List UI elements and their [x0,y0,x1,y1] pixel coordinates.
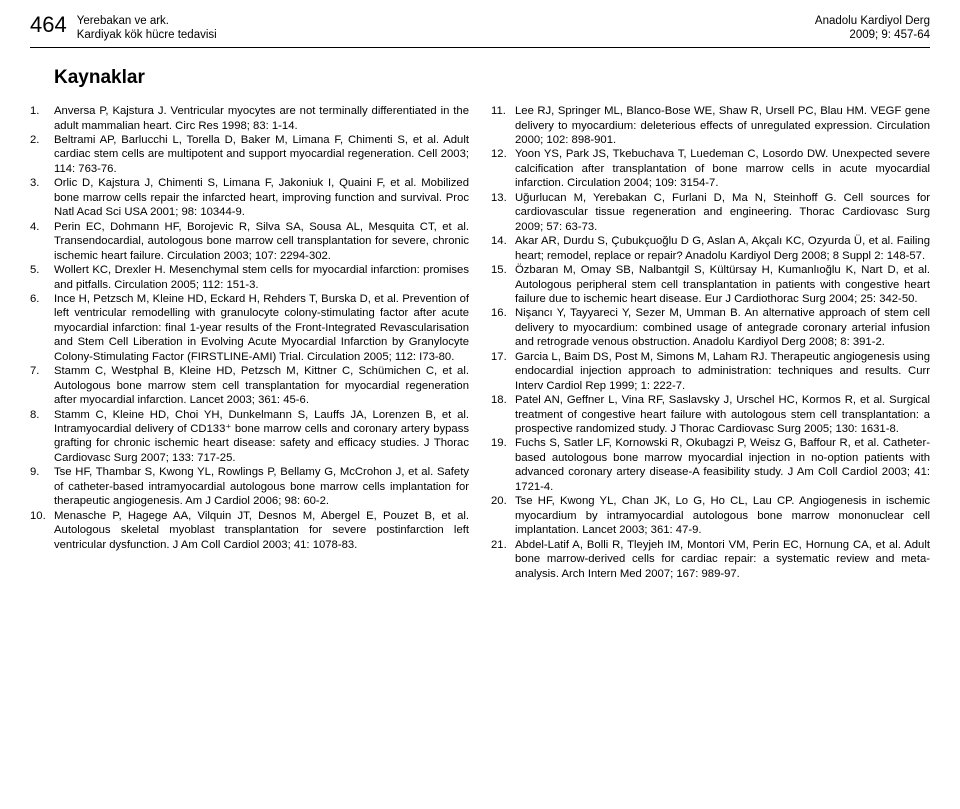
reference-number: 6. [30,292,54,364]
reference-text: Stamm C, Westphal B, Kleine HD, Petzsch … [54,364,469,407]
header-left-text: Yerebakan ve ark. Kardiyak kök hücre ted… [77,14,217,43]
reference-text: Perin EC, Dohmann HF, Borojevic R, Silva… [54,220,469,263]
reference-text: Beltrami AP, Barlucchi L, Torella D, Bak… [54,133,469,176]
reference-number: 11. [491,104,515,147]
reference-number: 1. [30,104,54,133]
reference-item: 8.Stamm C, Kleine HD, Choi YH, Dunkelman… [30,408,469,466]
reference-text: Tse HF, Thambar S, Kwong YL, Rowlings P,… [54,465,469,508]
reference-text: Ince H, Petzsch M, Kleine HD, Eckard H, … [54,292,469,364]
references-columns: 1.Anversa P, Kajstura J. Ventricular myo… [30,104,930,581]
reference-text: Anversa P, Kajstura J. Ventricular myocy… [54,104,469,133]
reference-item: 7.Stamm C, Westphal B, Kleine HD, Petzsc… [30,364,469,407]
reference-text: Uğurlucan M, Yerebakan C, Furlani D, Ma … [515,191,930,234]
reference-item: 2.Beltrami AP, Barlucchi L, Torella D, B… [30,133,469,176]
reference-text: Garcia L, Baim DS, Post M, Simons M, Lah… [515,350,930,393]
reference-item: 4.Perin EC, Dohmann HF, Borojevic R, Sil… [30,220,469,263]
reference-item: 1.Anversa P, Kajstura J. Ventricular myo… [30,104,469,133]
reference-text: Akar AR, Durdu S, Çubukçuoğlu D G, Aslan… [515,234,930,263]
reference-number: 4. [30,220,54,263]
reference-item: 17.Garcia L, Baim DS, Post M, Simons M, … [491,350,930,393]
journal-line: Anadolu Kardiyol Derg [815,14,930,28]
right-column: 11.Lee RJ, Springer ML, Blanco-Bose WE, … [491,104,930,581]
reference-item: 19.Fuchs S, Satler LF, Kornowski R, Okub… [491,436,930,494]
reference-text: Menasche P, Hagege AA, Vilquin JT, Desno… [54,509,469,552]
reference-item: 3.Orlic D, Kajstura J, Chimenti S, Liman… [30,176,469,219]
reference-item: 5.Wollert KC, Drexler H. Mesenchymal ste… [30,263,469,292]
reference-number: 19. [491,436,515,494]
reference-item: 21.Abdel-Latif A, Bolli R, Tleyjeh IM, M… [491,538,930,581]
reference-item: 20.Tse HF, Kwong YL, Chan JK, Lo G, Ho C… [491,494,930,537]
reference-item: 9.Tse HF, Thambar S, Kwong YL, Rowlings … [30,465,469,508]
reference-item: 10.Menasche P, Hagege AA, Vilquin JT, De… [30,509,469,552]
reference-number: 7. [30,364,54,407]
section-title: Kaynaklar [30,66,930,90]
reference-number: 17. [491,350,515,393]
reference-text: Özbaran M, Omay SB, Nalbantgil S, Kültür… [515,263,930,306]
reference-text: Stamm C, Kleine HD, Choi YH, Dunkelmann … [54,408,469,466]
reference-text: Abdel-Latif A, Bolli R, Tleyjeh IM, Mont… [515,538,930,581]
reference-number: 9. [30,465,54,508]
reference-number: 14. [491,234,515,263]
reference-text: Yoon YS, Park JS, Tkebuchava T, Luedeman… [515,147,930,190]
reference-text: Nişancı Y, Tayyareci Y, Sezer M, Umman B… [515,306,930,349]
page-header: 464 Yerebakan ve ark. Kardiyak kök hücre… [30,14,930,48]
reference-text: Tse HF, Kwong YL, Chan JK, Lo G, Ho CL, … [515,494,930,537]
references-list-left: 1.Anversa P, Kajstura J. Ventricular myo… [30,104,469,552]
reference-number: 10. [30,509,54,552]
reference-item: 11.Lee RJ, Springer ML, Blanco-Bose WE, … [491,104,930,147]
subject-line: Kardiyak kök hücre tedavisi [77,28,217,42]
reference-item: 6.Ince H, Petzsch M, Kleine HD, Eckard H… [30,292,469,364]
reference-number: 21. [491,538,515,581]
references-list-right: 11.Lee RJ, Springer ML, Blanco-Bose WE, … [491,104,930,581]
reference-number: 16. [491,306,515,349]
reference-number: 18. [491,393,515,436]
reference-number: 15. [491,263,515,306]
reference-item: 14.Akar AR, Durdu S, Çubukçuoğlu D G, As… [491,234,930,263]
reference-number: 13. [491,191,515,234]
authors-line: Yerebakan ve ark. [77,14,217,28]
reference-item: 16.Nişancı Y, Tayyareci Y, Sezer M, Umma… [491,306,930,349]
header-right: Anadolu Kardiyol Derg 2009; 9: 457-64 [815,14,930,43]
left-column: 1.Anversa P, Kajstura J. Ventricular myo… [30,104,469,581]
reference-text: Orlic D, Kajstura J, Chimenti S, Limana … [54,176,469,219]
reference-text: Fuchs S, Satler LF, Kornowski R, Okubagz… [515,436,930,494]
reference-text: Wollert KC, Drexler H. Mesenchymal stem … [54,263,469,292]
reference-text: Lee RJ, Springer ML, Blanco-Bose WE, Sha… [515,104,930,147]
reference-item: 15.Özbaran M, Omay SB, Nalbantgil S, Kül… [491,263,930,306]
reference-number: 2. [30,133,54,176]
reference-number: 20. [491,494,515,537]
reference-item: 13.Uğurlucan M, Yerebakan C, Furlani D, … [491,191,930,234]
reference-number: 12. [491,147,515,190]
reference-item: 12.Yoon YS, Park JS, Tkebuchava T, Luede… [491,147,930,190]
reference-number: 8. [30,408,54,466]
header-left: 464 Yerebakan ve ark. Kardiyak kök hücre… [30,14,217,43]
reference-item: 18.Patel AN, Geffner L, Vina RF, Saslavs… [491,393,930,436]
page-number: 464 [30,14,67,36]
reference-number: 5. [30,263,54,292]
reference-number: 3. [30,176,54,219]
reference-text: Patel AN, Geffner L, Vina RF, Saslavsky … [515,393,930,436]
issue-line: 2009; 9: 457-64 [815,28,930,42]
